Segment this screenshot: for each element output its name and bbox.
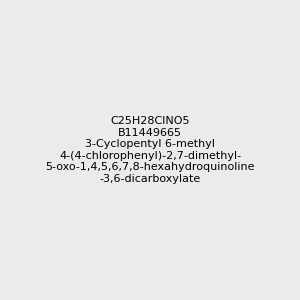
Text: C25H28ClNO5
B11449665
3-Cyclopentyl 6-methyl
4-(4-chlorophenyl)-2,7-dimethyl-
5-: C25H28ClNO5 B11449665 3-Cyclopentyl 6-me… — [45, 116, 255, 184]
